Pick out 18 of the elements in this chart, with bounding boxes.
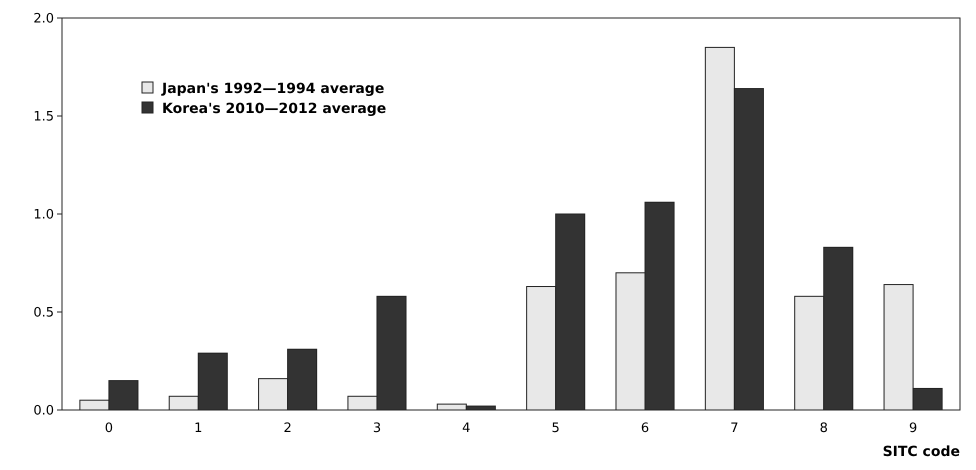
x-tick-label: 3	[372, 421, 382, 436]
y-tick-label: 1.5	[33, 110, 54, 125]
x-tick-label: 6	[640, 421, 650, 436]
x-tick-label: 0	[104, 421, 114, 436]
x-tick-label: 9	[908, 421, 918, 436]
y-tick-label: 0.5	[33, 306, 54, 321]
x-tick-label: 8	[820, 421, 828, 436]
x-axis-title: SITC code	[882, 444, 960, 460]
y-tick-label: 2.0	[33, 12, 54, 27]
x-tick-label: 5	[552, 421, 560, 436]
legend-label: Japan's 1992—1994 average	[161, 80, 384, 97]
x-tick-label: 7	[730, 421, 739, 436]
x-tick-label: 2	[283, 421, 292, 436]
y-tick-label: 1.0	[33, 208, 54, 223]
y-tick-label: 0.0	[33, 404, 54, 419]
x-tick-label: 1	[194, 421, 202, 436]
legend-label: Korea's 2010—2012 average	[162, 100, 386, 117]
x-tick-label: 4	[462, 421, 470, 436]
